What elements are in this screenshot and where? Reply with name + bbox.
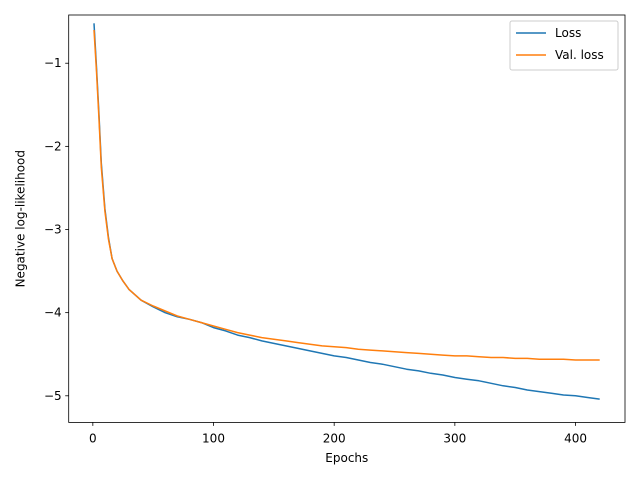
x-axis-label: Epochs bbox=[325, 451, 368, 465]
series-line-val-loss bbox=[93, 29, 600, 361]
y-axis: −1 −2 −3 −4 −5 bbox=[44, 56, 69, 403]
y-tick-label: −5 bbox=[44, 389, 62, 403]
y-tick-label: −2 bbox=[44, 139, 62, 153]
y-axis-label: Negative log-likelihood bbox=[14, 150, 28, 287]
x-tick-label: 0 bbox=[89, 431, 97, 445]
x-tick-label: 200 bbox=[323, 431, 346, 445]
legend: Loss Val. loss bbox=[509, 20, 619, 71]
x-tick-label: 100 bbox=[202, 431, 225, 445]
x-tick-label: 400 bbox=[564, 431, 587, 445]
plot-frame bbox=[68, 14, 626, 423]
legend-label-val-loss: Val. loss bbox=[555, 48, 604, 62]
y-tick-label: −1 bbox=[44, 56, 62, 70]
legend-label-loss: Loss bbox=[555, 26, 581, 40]
series-layer bbox=[93, 23, 600, 400]
y-tick-label: −4 bbox=[44, 306, 62, 320]
x-axis: 0 100 200 300 400 bbox=[89, 422, 587, 445]
x-tick-label: 300 bbox=[443, 431, 466, 445]
y-tick-label: −3 bbox=[44, 223, 62, 237]
